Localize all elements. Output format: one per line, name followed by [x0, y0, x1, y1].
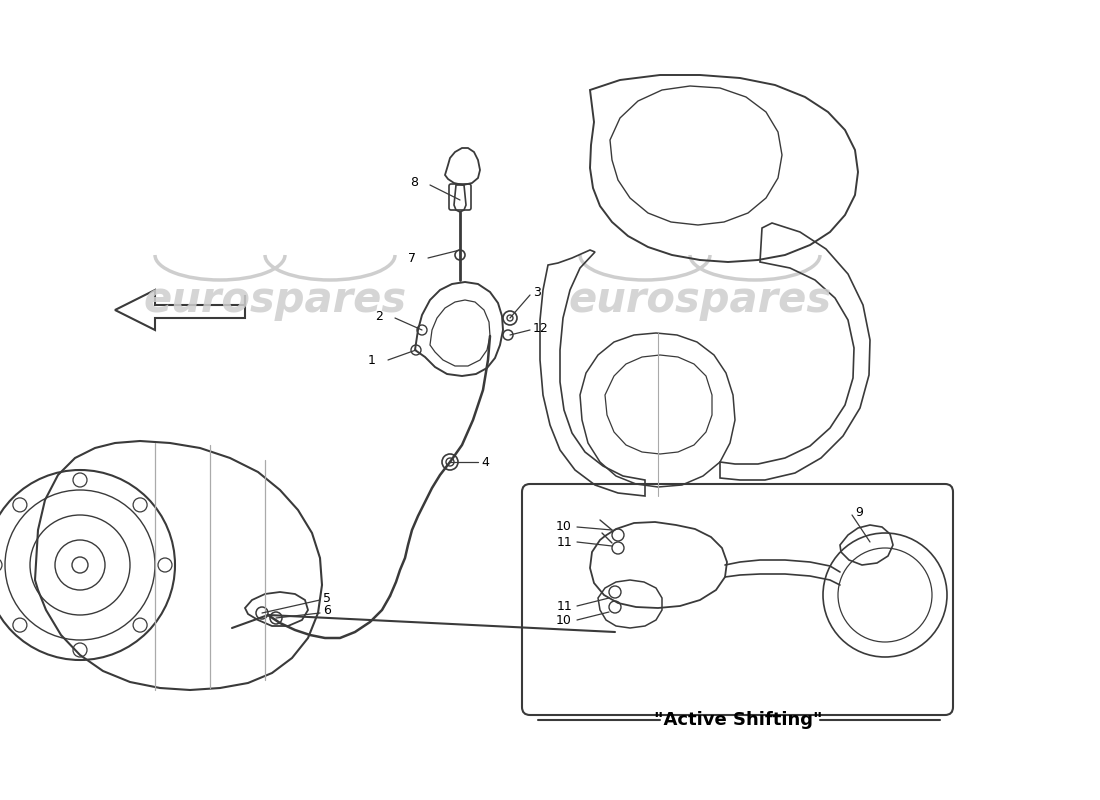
Text: 9: 9 [855, 506, 862, 518]
Text: "Active Shifting": "Active Shifting" [653, 711, 823, 729]
Text: 11: 11 [557, 599, 572, 613]
Text: 3: 3 [534, 286, 541, 299]
Text: 8: 8 [410, 177, 418, 190]
Text: 10: 10 [557, 521, 572, 534]
Text: 4: 4 [481, 455, 488, 469]
Text: 12: 12 [534, 322, 549, 334]
Text: eurospares: eurospares [143, 279, 407, 321]
Text: 11: 11 [557, 535, 572, 549]
Text: 1: 1 [368, 354, 376, 367]
Text: 6: 6 [323, 605, 331, 618]
Text: 7: 7 [408, 251, 416, 265]
Text: 2: 2 [375, 310, 383, 322]
Text: eurospares: eurospares [569, 279, 832, 321]
Text: 10: 10 [557, 614, 572, 626]
Text: 5: 5 [323, 591, 331, 605]
